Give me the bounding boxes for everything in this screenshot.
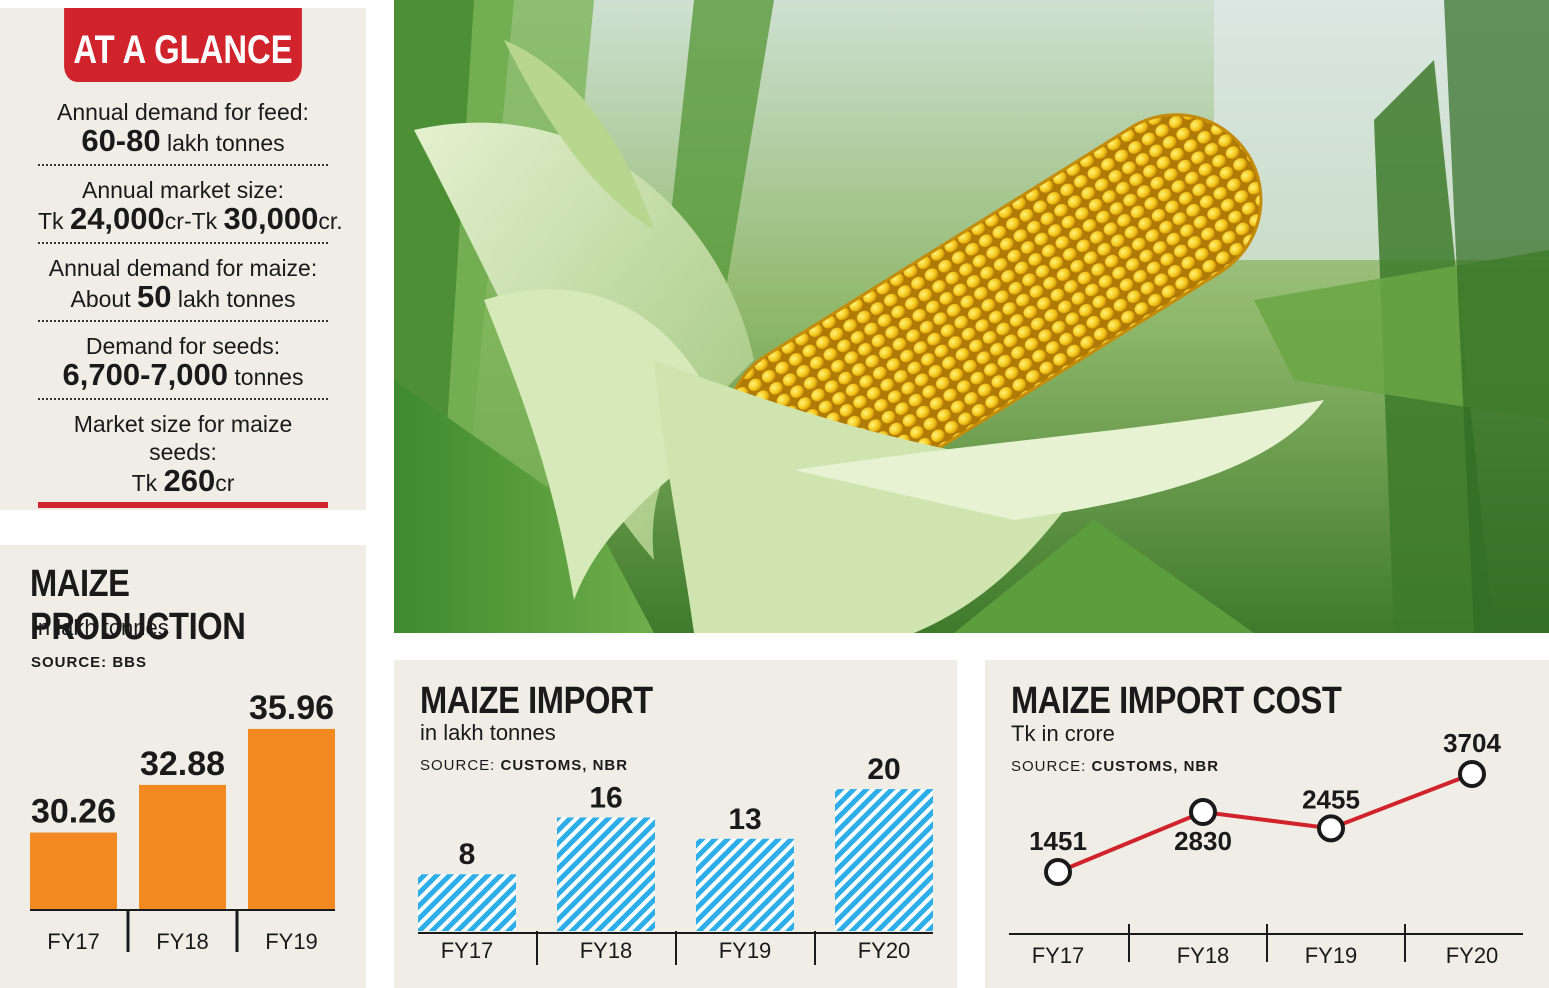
glance-item: Market size for maize seeds: Tk 260cr — [38, 408, 328, 504]
glance-item-suffix: tonnes — [228, 364, 304, 390]
glance-item-prefix: Tk — [38, 208, 70, 234]
glance-item: Demand for seeds: 6,700-7,000 tonnes — [38, 330, 328, 400]
import-source-label: SOURCE: — [420, 757, 496, 774]
import-cost-value-label: 2830 — [1174, 826, 1232, 856]
import-cost-subtitle: Tk in crore — [1011, 721, 1115, 746]
import-cost-value-label: 3704 — [1443, 728, 1501, 758]
glance-item-value: 60-80 — [81, 123, 161, 158]
production-bar — [30, 832, 117, 910]
glance-item-suffix: lakh tonnes — [171, 286, 296, 312]
glance-item: Annual demand for feed: 60-80 lakh tonnes — [38, 96, 328, 166]
import-value-label: 13 — [728, 803, 761, 836]
glance-item-value: 50 — [136, 279, 172, 314]
glance-item-label: Demand for seeds: — [85, 333, 281, 359]
production-chart: 30.26 FY17 32.88 FY18 35.96 FY19 — [30, 689, 335, 954]
glance-item-value: Tk 24,000cr-Tk 30,000cr. — [38, 201, 343, 236]
glance-item-value: 60-80 lakh tonnes — [38, 123, 328, 158]
import-tick-label: FY19 — [719, 938, 772, 963]
production-value-label: 32.88 — [140, 745, 225, 783]
glance-item-prefix: About — [70, 286, 137, 312]
import-cost-point — [1189, 798, 1217, 827]
import-cost-title: MAIZE IMPORT COST — [1011, 680, 1342, 722]
glance-item-label: Market size for maize seeds: — [73, 411, 293, 465]
production-value-label: 35.96 — [249, 689, 334, 727]
glance-item-label: Annual demand for feed: — [57, 99, 309, 125]
production-source-label: SOURCE: — [31, 654, 108, 671]
glance-item: Annual demand for maize: About 50 lakh to… — [38, 252, 328, 322]
import-bar — [557, 817, 655, 931]
import-cost-point — [1458, 760, 1486, 788]
corn-cob-illustration — [394, 0, 1549, 633]
glance-item-value: About 50 lakh tonnes — [38, 279, 328, 314]
production-source: SOURCE: BBS — [31, 654, 147, 671]
import-cost-tick-label: FY20 — [1446, 943, 1499, 968]
at-a-glance-list: Annual demand for feed: 60-80 lakh tonnes… — [38, 96, 343, 512]
import-value-label: 8 — [459, 838, 476, 871]
glance-item-label: Annual market size: — [82, 177, 284, 203]
glance-item-value: 24,000 — [69, 201, 165, 236]
maize-production-panel: MAIZE PRODUCTION in lakh tonnes SOURCE: … — [0, 545, 366, 988]
import-cost-point — [1044, 858, 1072, 886]
glance-item-suffix: cr-Tk — [164, 208, 224, 234]
at-a-glance-bottom-rule — [38, 502, 328, 508]
glance-item-prefix: Tk — [131, 470, 164, 496]
import-cost-tick-label: FY17 — [1032, 943, 1085, 968]
glance-item-suffix: lakh tonnes — [160, 130, 285, 156]
glance-item-value: 6,700-7,000 — [62, 357, 229, 392]
import-cost-source: SOURCE: CUSTOMS, NBR — [1011, 758, 1219, 775]
glance-item: Annual market size: Tk 24,000cr-Tk 30,000… — [38, 174, 343, 244]
import-title: MAIZE IMPORT — [420, 680, 653, 722]
glance-item-value2: 30,000 — [223, 201, 319, 236]
import-source: SOURCE: CUSTOMS, NBR — [420, 757, 628, 774]
maize-import-panel: MAIZE IMPORT in lakh tonnes SOURCE: CUST… — [394, 660, 957, 988]
import-cost-line — [1057, 772, 1473, 874]
glance-item-suffix: cr — [215, 470, 235, 496]
glance-item-suffix2: cr. — [318, 208, 343, 234]
import-cost-value-label: 2455 — [1302, 784, 1360, 814]
import-bar — [418, 874, 516, 931]
import-cost-source-label: SOURCE: — [1011, 758, 1087, 775]
production-tick-label: FY17 — [47, 929, 100, 954]
production-bar — [248, 728, 335, 910]
production-source-value: BBS — [112, 654, 148, 671]
glance-item-label: Annual demand for maize: — [48, 255, 318, 281]
import-subtitle: in lakh tonnes — [420, 720, 556, 745]
import-source-value: CUSTOMS, NBR — [500, 757, 629, 774]
production-tick-label: FY19 — [265, 929, 318, 954]
production-bar — [139, 784, 226, 910]
import-cost-point — [1317, 814, 1345, 843]
import-cost-value-label: 1451 — [1029, 826, 1087, 856]
corn-photo — [394, 0, 1549, 633]
import-bar — [696, 838, 794, 931]
production-value-label: 30.26 — [31, 793, 116, 831]
import-tick-label: FY20 — [858, 938, 911, 963]
production-tick-label: FY18 — [156, 929, 209, 954]
import-bar — [835, 789, 933, 931]
import-value-label: 16 — [589, 781, 622, 814]
import-cost-tick-label: FY19 — [1305, 943, 1358, 968]
import-cost-chart: 1451 FY17 2830 FY18 2455 FY19 3704 FY20 — [1009, 728, 1523, 968]
import-cost-source-value: CUSTOMS, NBR — [1091, 758, 1220, 775]
production-subtitle: in lakh tonnes — [33, 615, 169, 640]
import-cost-tick-label: FY18 — [1177, 943, 1230, 968]
production-title: MAIZE PRODUCTION — [30, 563, 246, 648]
import-tick-label: FY18 — [580, 938, 633, 963]
import-tick-label: FY17 — [441, 938, 494, 963]
at-a-glance-panel: AT A GLANCE Annual demand for feed: 60-80… — [0, 8, 366, 510]
import-chart: 8 FY17 16 FY18 13 FY19 20 FY20 — [418, 753, 933, 965]
glance-item-value: 6,700-7,000 tonnes — [38, 357, 328, 392]
maize-import-cost-panel: MAIZE IMPORT COST Tk in crore SOURCE: CU… — [985, 660, 1549, 988]
at-a-glance-title: AT A GLANCE — [64, 8, 302, 82]
import-value-label: 20 — [867, 753, 900, 786]
glance-item-value: 260 — [163, 463, 216, 498]
glance-item-value: Tk 260cr — [38, 463, 328, 498]
